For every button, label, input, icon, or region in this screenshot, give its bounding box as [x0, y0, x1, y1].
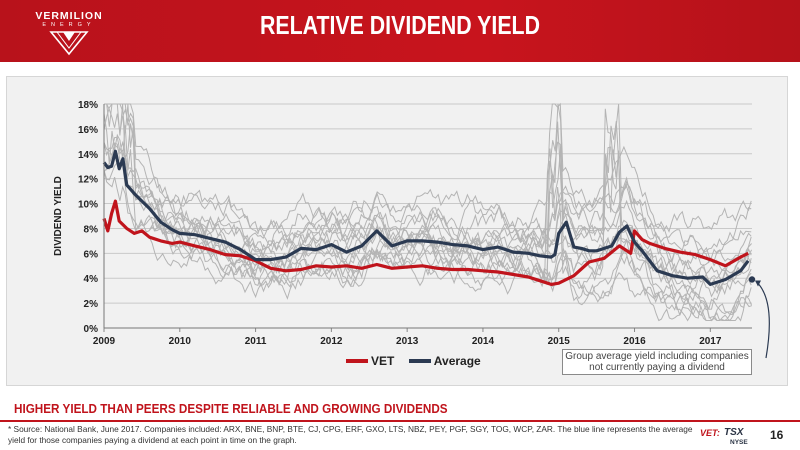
y-tick-label: 16%	[78, 125, 98, 136]
peer-line	[104, 102, 752, 238]
series-line-vet	[102, 199, 749, 286]
ticker-nyse: NYSE	[730, 439, 748, 446]
y-tick-label: 0%	[84, 324, 99, 335]
logo-wordmark: VERMILION	[35, 10, 103, 22]
y-tick-label: 6%	[84, 249, 99, 260]
legend-item-average: Average	[408, 354, 481, 368]
legend-label-vet: VET	[371, 354, 395, 368]
callout-arrow	[755, 281, 770, 359]
chart-panel: 0% 2% 4% 6% 8% 10% 12% 14% 16% 18% 2009 2010 2011 201…	[6, 76, 788, 386]
legend-swatch-average	[408, 359, 431, 363]
y-tick-label: 2%	[84, 299, 99, 310]
y-tick-label: 12%	[78, 175, 98, 186]
y-tick-label: 10%	[78, 200, 98, 211]
company-logo: VERMILION ENERGY	[14, 6, 124, 56]
x-tick-label: 2016	[623, 336, 646, 347]
header-bar: VERMILION ENERGY RELATIVE DIVIDEND YIELD	[0, 0, 800, 62]
peer-line	[104, 103, 752, 252]
peer-line	[104, 103, 752, 305]
x-tick-label: 2015	[548, 336, 571, 347]
y-tick-label: 18%	[78, 100, 98, 111]
y-tick-label: 14%	[78, 150, 98, 161]
tagline: HIGHER YIELD THAN PEERS DESPITE RELIABLE…	[14, 401, 448, 416]
x-tick-label: 2009	[93, 336, 116, 347]
peer-line	[149, 103, 752, 266]
group-average-callout: Group average yield including companies …	[562, 349, 752, 375]
series-layer	[102, 149, 750, 286]
y-tick-label: 8%	[84, 224, 99, 235]
ticker-badge: VET: TSX NYSE	[700, 425, 750, 449]
page-title: RELATIVE DIVIDEND YIELD	[260, 10, 540, 40]
x-tick-label: 2010	[169, 336, 192, 347]
y-axis-title: DIVIDEND YIELD	[53, 176, 64, 256]
x-tick-label: 2014	[472, 336, 495, 347]
x-tick-label: 2013	[396, 336, 419, 347]
legend-label-average: Average	[433, 354, 481, 368]
peer-line	[149, 146, 752, 322]
average-end-marker	[748, 276, 756, 283]
legend-item-vet: VET	[346, 354, 394, 368]
annotation-layer	[748, 276, 770, 359]
peer-line	[103, 146, 752, 322]
divider-rule	[0, 420, 800, 422]
chart-legend: VET Average	[346, 350, 491, 368]
page-number: 16	[770, 428, 784, 442]
ticker-tsx: TSX	[724, 427, 744, 438]
ticker-vet: VET:	[700, 428, 720, 438]
callout-arrowhead-icon	[755, 280, 761, 287]
y-tick-label: 4%	[84, 274, 99, 285]
peer-line	[103, 103, 752, 285]
peer-line	[103, 113, 752, 322]
dividend-yield-chart: 0% 2% 4% 6% 8% 10% 12% 14% 16% 18% 2009 2010 2011 201…	[53, 100, 770, 359]
legend-swatch-vet	[346, 359, 368, 363]
peer-lines-layer	[103, 102, 753, 322]
x-tick-label: 2012	[320, 336, 343, 347]
logo-subtext: ENERGY	[42, 22, 96, 28]
x-tick-label: 2017	[699, 336, 722, 347]
peer-line	[103, 103, 752, 280]
logo-chevron-icon	[49, 31, 89, 56]
series-line-average	[102, 149, 750, 286]
axis-layer: 0% 2% 4% 6% 8% 10% 12% 14% 16% 18% 2009 2010 2011 201…	[53, 100, 752, 347]
source-footnote: * Source: National Bank, June 2017. Comp…	[8, 424, 693, 445]
x-tick-label: 2011	[245, 336, 267, 347]
